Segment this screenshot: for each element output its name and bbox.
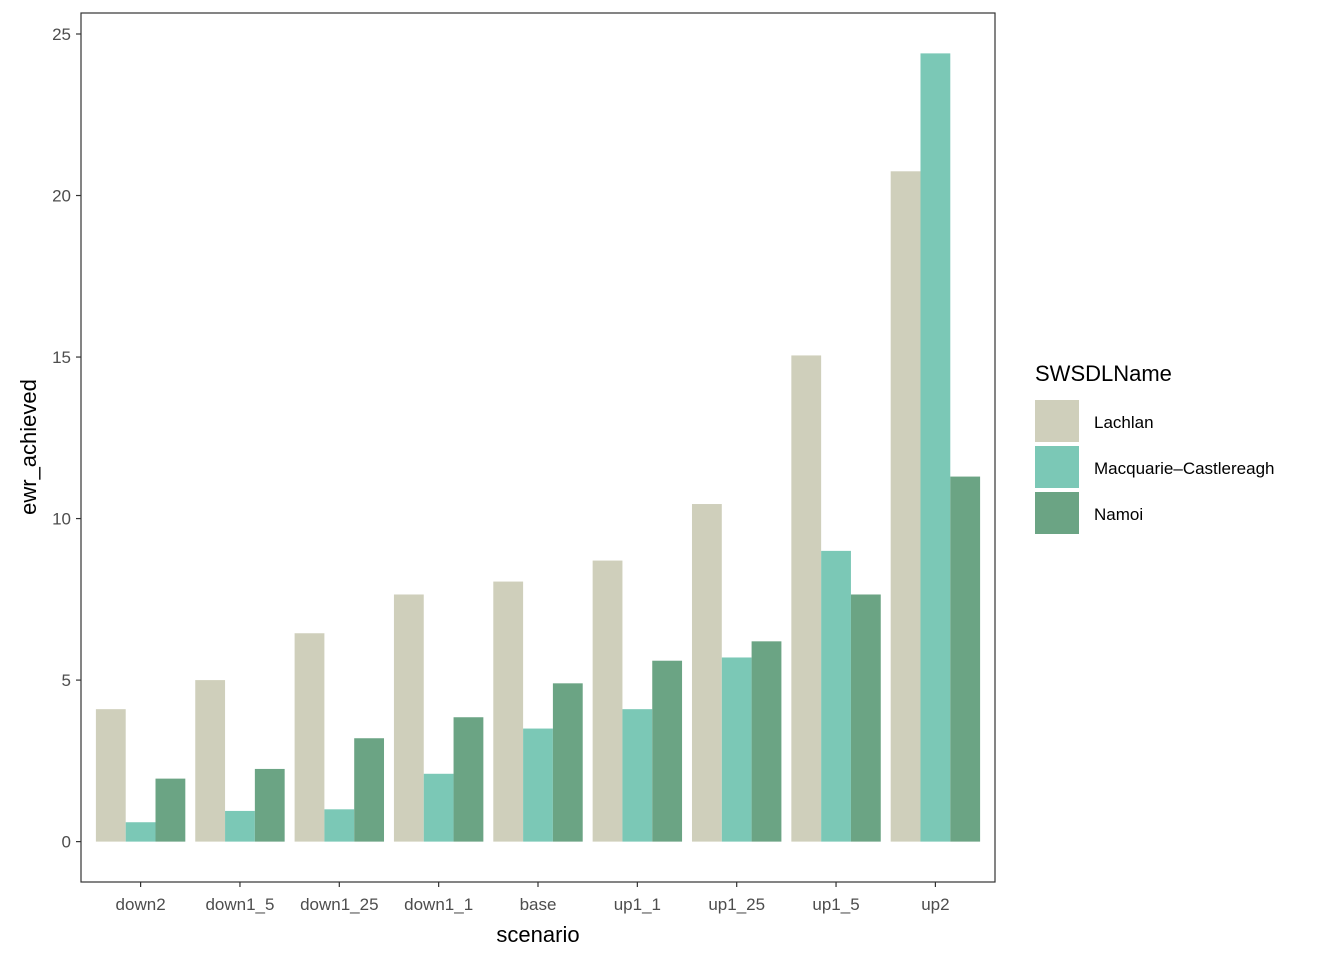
y-tick-label: 10	[52, 510, 71, 529]
bar-down1_5-0	[195, 680, 226, 842]
bar-down1_1-0	[393, 594, 424, 842]
x-tick-label: down1_25	[300, 895, 378, 914]
bar-down1_25-1	[324, 809, 355, 842]
y-axis: 0 5 10 15 20 25	[52, 25, 81, 852]
y-tick-label: 0	[62, 833, 71, 852]
bar-up1_1-1	[622, 709, 653, 842]
y-tick-label: 25	[52, 25, 71, 44]
y-tick-label: 20	[52, 187, 71, 206]
bar-up1_25-2	[751, 641, 782, 842]
bar-down2-0	[95, 709, 126, 842]
x-tick-label: down1_5	[205, 895, 274, 914]
legend-key-1	[1035, 446, 1079, 488]
bar-down1_1-2	[453, 717, 484, 842]
legend-label-1: Macquarie–Castlereagh	[1094, 459, 1275, 478]
bar-up2-0	[890, 171, 921, 842]
bar-up1_5-0	[791, 355, 822, 842]
bar-up1_25-0	[691, 504, 722, 842]
x-axis-title: scenario	[496, 922, 579, 947]
legend-key-2	[1035, 492, 1079, 534]
x-tick-label: up1_5	[812, 895, 859, 914]
legend-key-0	[1035, 400, 1079, 442]
bar-down1_5-2	[254, 768, 285, 842]
bar-down1_25-0	[294, 633, 325, 842]
bar-base-1	[523, 728, 553, 842]
y-axis-title: ewr_achieved	[16, 379, 41, 515]
x-axis: down2 down1_5 down1_25 down1_1 base up1_1 up1_…	[116, 882, 950, 914]
legend-title: SWSDLName	[1035, 361, 1172, 386]
bar-down2-2	[155, 778, 186, 842]
bar-up1_1-2	[652, 660, 683, 842]
bar-base-2	[552, 683, 583, 842]
bar-up2-2	[950, 476, 981, 842]
bar-down1_25-2	[354, 738, 385, 842]
bar-up1_25-1	[721, 657, 752, 842]
x-tick-label: up2	[921, 895, 949, 914]
y-tick-label: 15	[52, 348, 71, 367]
x-tick-label: down2	[116, 895, 166, 914]
y-tick-label: 5	[62, 671, 71, 690]
x-tick-label: down1_1	[404, 895, 473, 914]
bar-down2-1	[125, 822, 156, 842]
bars-group	[95, 53, 981, 842]
bar-up2-1	[920, 53, 951, 842]
x-tick-label: up1_25	[708, 895, 765, 914]
bar-up1_5-1	[821, 550, 851, 842]
bar-base-0	[493, 581, 524, 842]
legend-label-2: Namoi	[1094, 505, 1143, 524]
bar-down1_5-1	[225, 810, 255, 842]
bar-up1_1-0	[592, 560, 623, 842]
bar-up1_5-2	[850, 594, 881, 842]
legend: Lachlan Macquarie–Castlereagh Namoi	[1035, 400, 1275, 534]
legend-label-0: Lachlan	[1094, 413, 1154, 432]
x-tick-label: base	[520, 895, 557, 914]
bar-down1_1-1	[423, 773, 454, 842]
x-tick-label: up1_1	[614, 895, 661, 914]
